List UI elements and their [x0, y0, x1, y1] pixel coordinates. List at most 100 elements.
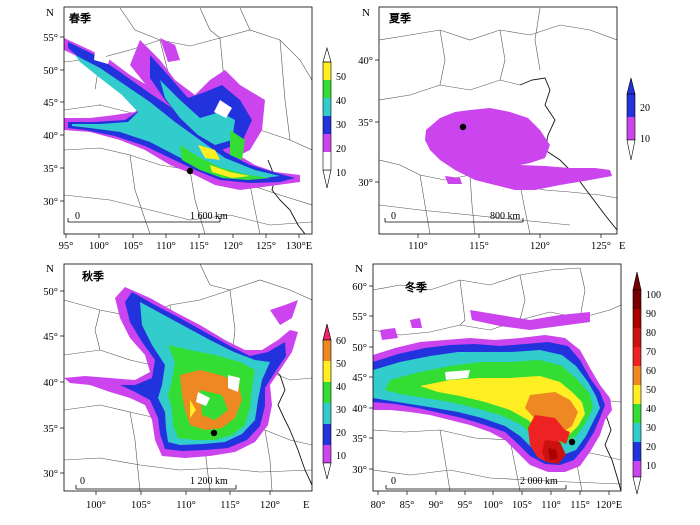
autumn-lon-label: 115°: [220, 500, 240, 511]
winter-lat-label: 35°: [352, 434, 367, 445]
autumn-lat-label: 35°: [43, 424, 58, 435]
winter-lon-label: 105°: [512, 500, 532, 511]
spring-colorbar-tick: 20: [336, 144, 346, 155]
winter-plume: [373, 310, 612, 472]
spring-lon-label: 115°: [189, 241, 209, 252]
winter-season-label: 冬季: [405, 280, 428, 294]
summer-map-frame: [378, 6, 618, 235]
spring-colorbar-tick: 50: [336, 72, 346, 83]
summer-north-label: N: [362, 7, 370, 19]
summer-lon-label: 120°: [530, 241, 550, 252]
summer-plume: [425, 108, 612, 190]
winter-lon-label: 80°: [371, 500, 386, 511]
winter-lon-label: 90°: [429, 500, 444, 511]
summer-lat-label: 30°: [358, 178, 373, 189]
winter-colorbar-tick: 30: [646, 423, 656, 434]
winter-lat-ticks: [369, 285, 373, 470]
winter-colorbar-tick: 20: [646, 442, 656, 453]
spring-lon-label: 125°: [256, 241, 276, 252]
winter-colorbar-tick: 90: [646, 309, 656, 320]
summer-colorbar: 20 10: [626, 77, 650, 161]
summer-colorbar-tick: 20: [640, 103, 650, 114]
winter-lon-label: 110°: [541, 500, 561, 511]
summer-scale-bar: 0 800 km: [384, 211, 524, 223]
autumn-lat-ticks: [60, 290, 64, 474]
winter-lon-label: 85°: [400, 500, 415, 511]
summer-colorbar-tick: 10: [640, 134, 650, 145]
winter-source-marker: [568, 438, 576, 446]
winter-colorbar-tick: 10: [646, 461, 656, 472]
winter-lat-label: 60°: [352, 282, 367, 293]
spring-colorbar-tick: 30: [336, 120, 346, 131]
autumn-colorbar: 60 50 40 30 20 10: [322, 323, 346, 480]
winter-lon-label: 115°: [570, 500, 590, 511]
summer-coastline: [519, 77, 617, 231]
summer-lon-label: 115°: [469, 241, 489, 252]
winter-colorbar-tick: 50: [646, 385, 656, 396]
winter-map-frame: [372, 263, 622, 492]
autumn-map-frame: [63, 263, 313, 492]
summer-source-marker: [459, 123, 467, 131]
spring-lat-label: 50°: [43, 66, 58, 77]
autumn-lat-label: 40°: [43, 378, 58, 389]
winter-colorbar-tick: 100: [646, 290, 661, 301]
spring-scale-bar: 0 1 600 km: [67, 211, 228, 223]
winter-lon-ticks: [377, 491, 610, 495]
autumn-lat-label: 50°: [43, 287, 58, 298]
autumn-lon-ticks: [95, 491, 271, 495]
autumn-scale-start: 0: [80, 476, 85, 487]
autumn-colorbar-tick: 30: [336, 405, 346, 416]
summer-lon-label: 110°: [408, 241, 428, 252]
winter-lon-label: 120°E: [596, 500, 622, 511]
autumn-colorbar-tick: 20: [336, 428, 346, 439]
winter-panel: N 60° 55° 50° 45° 40° 35° 30° 80° 85° 90…: [352, 263, 661, 511]
winter-colorbar-tick: 70: [646, 347, 656, 358]
summer-east-label: E: [619, 241, 625, 252]
winter-lat-label: 45°: [352, 373, 367, 384]
spring-colorbar: 50 40 30 20 10: [322, 46, 346, 189]
spring-lon-label: 130°E: [286, 241, 312, 252]
winter-scale-label: 2 000 km: [520, 476, 558, 487]
autumn-source-marker: [210, 429, 218, 437]
spring-lon-label: 100°: [89, 241, 109, 252]
spring-lat-label: 40°: [43, 131, 58, 142]
winter-scale-bar: 0 2 000 km: [385, 476, 567, 490]
autumn-colorbar-tick: 40: [336, 382, 346, 393]
winter-colorbar: 100 90 80 70 60 50 40 30 20 10: [632, 271, 661, 495]
spring-lon-ticks: [65, 234, 300, 238]
summer-scale-start: 0: [391, 211, 396, 222]
summer-scale-label: 800 km: [490, 211, 521, 222]
winter-lon-label: 95°: [458, 500, 473, 511]
summer-lat-ticks: [375, 59, 379, 183]
autumn-colorbar-tick: 50: [336, 359, 346, 370]
spring-panel: N 55° 50° 45° 40° 35° 30° 95° 100° 105° …: [43, 6, 346, 252]
autumn-lon-label: 100°: [86, 500, 106, 511]
autumn-lon-label: 105°: [131, 500, 151, 511]
autumn-coastline: [269, 367, 312, 486]
spring-scale-start: 0: [75, 211, 80, 222]
summer-lon-label: 125°: [591, 241, 611, 252]
spring-lon-label: 120°: [223, 241, 243, 252]
autumn-east-label: E: [303, 500, 309, 511]
spring-lon-label: 110°: [156, 241, 176, 252]
spring-lat-label: 35°: [43, 164, 58, 175]
summer-season-label: 夏季: [389, 11, 412, 25]
autumn-scale-label: 1 200 km: [190, 476, 228, 487]
spring-lat-label: 30°: [43, 197, 58, 208]
spring-lon-label: 95°: [59, 241, 74, 252]
winter-scale-start: 0: [391, 476, 396, 487]
spring-map-frame: [63, 6, 313, 235]
autumn-north-label: N: [46, 263, 54, 275]
winter-colorbar-tick: 80: [646, 328, 656, 339]
summer-lat-label: 35°: [358, 118, 373, 129]
autumn-colorbar-tick: 60: [336, 336, 346, 347]
spring-lat-label: 45°: [43, 98, 58, 109]
spring-source-marker: [186, 167, 194, 175]
spring-lat-ticks: [60, 36, 64, 202]
spring-season-label: 春季: [69, 11, 92, 25]
spring-plume: [64, 38, 300, 190]
winter-lat-label: 50°: [352, 343, 367, 354]
summer-lat-label: 40°: [358, 56, 373, 67]
summer-panel: N E 40° 35° 30° 110° 115° 120° 125° 夏季 0…: [358, 6, 650, 252]
